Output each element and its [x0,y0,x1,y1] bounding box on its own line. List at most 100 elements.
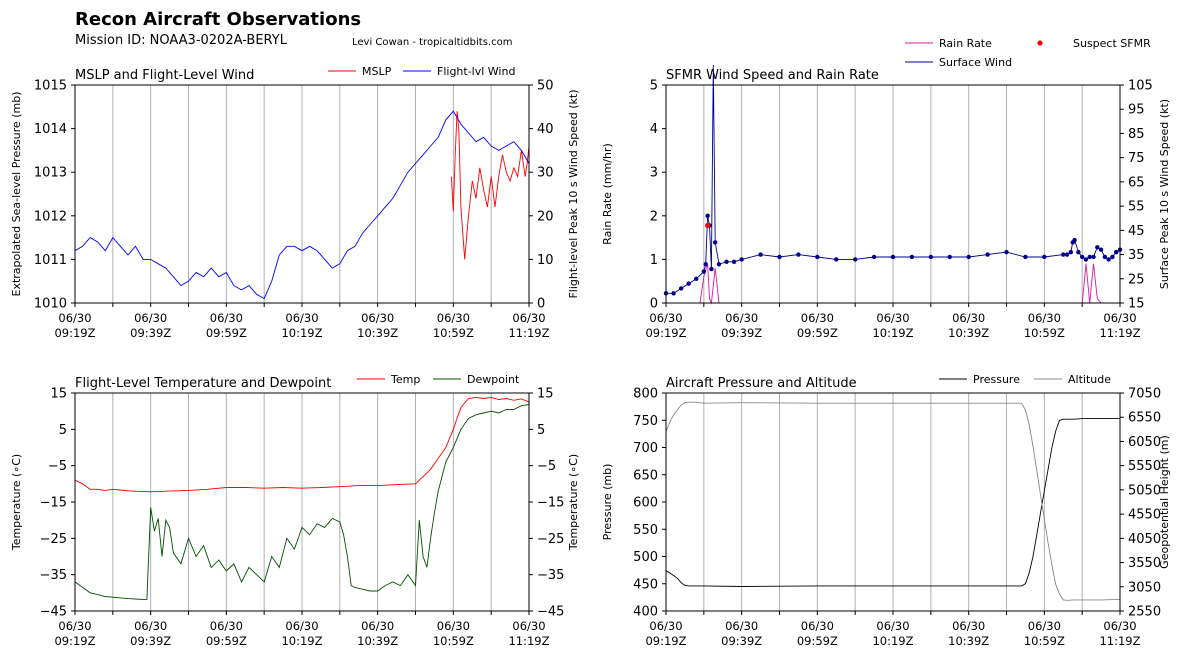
y-tick-label: −15 [40,496,67,511]
y2-tick-label: 6550 [1128,411,1161,426]
legend-label: Surface Wind [939,56,1012,69]
legend-label: Rain Rate [939,37,992,50]
x-tick-date: 06/30 [1103,619,1136,633]
x-tick-time: 10:19Z [281,326,322,340]
suspect-sfmr-point [705,222,711,229]
surface-wind-point [1091,254,1096,260]
surface-wind-point [777,254,782,260]
x-tick-date: 06/30 [512,311,545,325]
altitude-line [665,401,1121,601]
y-tick-label: 450 [633,577,658,592]
surface-wind-point [703,262,708,267]
x-tick-time: 10:19Z [872,634,913,648]
y-tick-label: 1013 [34,166,67,181]
x-tick-date: 06/30 [801,311,834,325]
x-tick-time: 10:19Z [872,326,913,340]
y2-tick-label: 5 [537,423,545,438]
y-tick-label: 3 [650,166,658,181]
legend-label: Pressure [973,373,1020,386]
legend-label: MSLP [362,65,392,78]
panel-title: SFMR Wind Speed and Rain Rate [666,68,879,83]
x-tick-date: 06/30 [437,619,470,633]
y2-tick-label: 50 [537,79,554,94]
y2-tick-label: 15 [537,387,554,402]
y2-tick-label: 4550 [1128,508,1161,523]
x-tick-time: 11:19Z [1099,326,1140,340]
pressure-altitude-panel: 400 450 500 550 600 650 700 750 800 2550 3050 3550 4… [601,373,1171,648]
legend-label: Temp [390,373,420,386]
sfmr-rain-panel: 01234515253545556575859510506/3009:19Z06… [601,37,1171,340]
y2-tick-label: 25 [1128,272,1145,287]
y-axis-label: Extrapolated Sea-level Pressure (mb) [10,92,23,297]
x-tick-date: 06/30 [725,619,758,633]
x-tick-time: 09:19Z [54,634,95,648]
surface-wind-point [1102,254,1108,260]
surface-wind-point [1076,249,1081,255]
surface-wind-point [731,259,737,265]
x-tick-time: 09:59Z [206,634,247,648]
y-tick-label: −25 [40,532,67,547]
y-tick-label: −5 [48,459,67,474]
panel-title: Aircraft Pressure and Altitude [666,376,857,391]
x-tick-date: 06/30 [649,619,682,633]
y2-tick-label: 0 [537,297,545,312]
y2-tick-label: −15 [537,496,564,511]
mslp-line [450,111,530,260]
surface-wind-point [890,254,896,260]
surface-wind-point [1061,252,1066,257]
legend-label: Dewpoint [467,373,520,386]
temp-dewpoint-panel: −45−35−25−15−5515−45−35−25−15−551506/300… [10,373,580,648]
surface-wind-point [1087,254,1092,260]
y2-tick-label: 5550 [1128,459,1161,474]
panel-title: MSLP and Flight-Level Wind [75,68,254,83]
y-axis-label: Rain Rate (mm/hr) [601,143,614,245]
y2-tick-label: 5050 [1128,483,1161,498]
y-tick-label: 750 [633,414,658,429]
x-tick-date: 06/30 [952,619,985,633]
x-tick-time: 09:39Z [721,634,762,648]
x-tick-time: 10:59Z [1024,326,1065,340]
x-tick-date: 06/30 [285,311,318,325]
x-tick-date: 06/30 [58,619,91,633]
x-tick-date: 06/30 [1028,619,1061,633]
legend-label: Altitude [1068,373,1111,386]
y-tick-label: 600 [633,496,658,511]
y-tick-label: 650 [633,468,658,483]
surface-wind-point [871,254,877,260]
x-tick-date: 06/30 [210,311,243,325]
y-tick-label: 800 [633,387,658,402]
surface-wind-point [1064,252,1070,257]
x-tick-time: 09:39Z [721,326,762,340]
y2-tick-label: 95 [1128,103,1145,118]
surface-wind-point [985,252,990,257]
surface-wind-point [758,252,763,257]
y-tick-label: 1014 [34,122,67,137]
flight-lvl-wind-line [74,110,530,300]
y-axis-label: Temperature (∘C) [10,454,23,551]
surface-wind-point [1098,247,1104,252]
x-tick-time: 09:59Z [797,634,838,648]
x-tick-date: 06/30 [876,311,909,325]
x-tick-date: 06/30 [58,311,91,325]
x-tick-time: 11:19Z [508,634,549,648]
y-tick-label: 2 [650,209,658,224]
surface-wind-point [1114,249,1119,255]
y2-tick-label: 15 [1128,297,1145,312]
credit-text: Levi Cowan - tropicaltidbits.com [352,37,512,48]
surface-wind-point [712,240,718,245]
y-tick-label: 550 [633,523,658,538]
x-tick-time: 10:59Z [433,326,474,340]
legend-label: Flight-lvl Wind [437,65,515,78]
x-tick-date: 06/30 [1103,311,1136,325]
x-tick-time: 09:39Z [130,634,171,648]
x-tick-date: 06/30 [952,311,985,325]
mslp-wind-panel: 1010 1011 1012 1013 1014 1015 0 10 20 30 40 50 06/30… [10,65,580,340]
y2-tick-label: 85 [1128,127,1145,142]
surface-wind-point [678,286,684,291]
x-tick-date: 06/30 [361,311,394,325]
x-tick-time: 11:19Z [508,326,549,340]
y-tick-label: −35 [40,568,67,583]
y-tick-label: 4 [650,122,658,137]
x-tick-date: 06/30 [649,311,682,325]
x-tick-time: 10:59Z [433,634,474,648]
